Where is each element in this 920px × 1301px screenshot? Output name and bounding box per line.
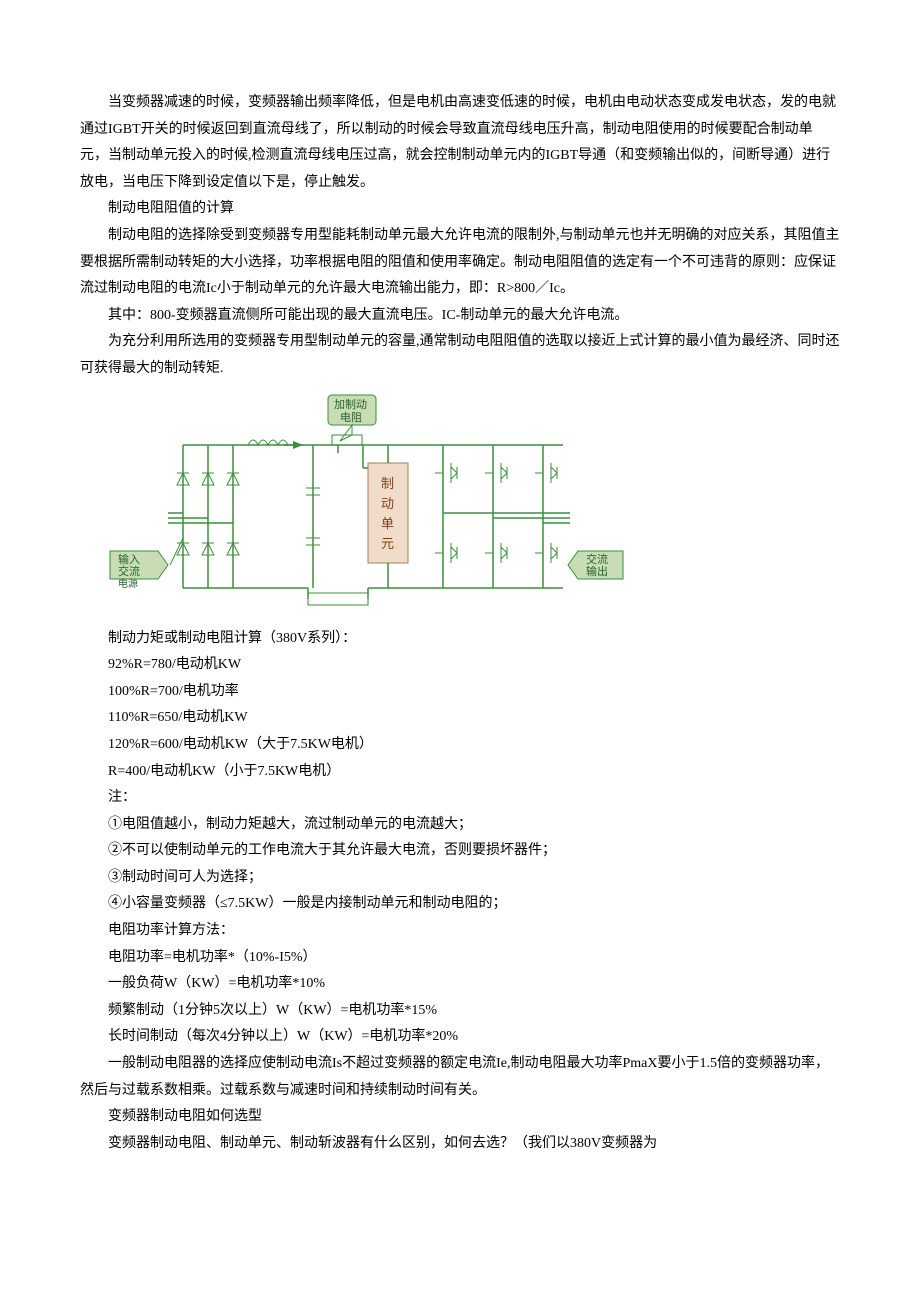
line-r400: R=400/电动机KW（小于7.5KW电机） <box>80 759 840 786</box>
dc-capacitors <box>306 445 320 588</box>
brake-unit-text-1: 制 <box>381 476 394 491</box>
paragraph-intro: 当变频器减速的时候，变频器输出频率降低，但是电机由高速变低速的时候，电机由电动状… <box>80 90 840 196</box>
line-120: 120%R=600/电动机KW（大于7.5KW电机） <box>80 732 840 759</box>
paragraph-general-select: 一般制动电阻器的选择应使制动电流Is不超过变频器的额定电流Ie,制动电阻最大功率… <box>80 1051 840 1104</box>
line-110: 110%R=650/电动机KW <box>80 705 840 732</box>
brake-unit-text-2: 动 <box>381 496 394 511</box>
line-note-2: ②不可以使制动单元的工作电流大于其允许最大电流，否则要损坏器件； <box>80 838 840 865</box>
callout-top-label-1: 加制动 <box>334 398 367 411</box>
line-note-4: ④小容量变频器（≤7.5KW）一般是内接制动单元和制动电阻的； <box>80 891 840 918</box>
line-note-1: ①电阻值越小，制动力矩越大，流过制动单元的电流越大； <box>80 812 840 839</box>
line-power-calc: 电阻功率计算方法： <box>80 918 840 945</box>
paragraph-full-use: 为充分利用所选用的变频器专用型制动单元的容量,通常制动电阻阻值的选取以接近上式计… <box>80 329 840 382</box>
line-note: 注： <box>80 785 840 812</box>
rectifier-bridge <box>168 445 239 588</box>
line-general-load: 一般负荷W（KW）=电机功率*10% <box>80 971 840 998</box>
line-92: 92%R=780/电动机KW <box>80 652 840 679</box>
line-calc-380v: 制动力矩或制动电阻计算（380V系列）： <box>80 626 840 653</box>
line-long-brake: 长时间制动（每次4分钟以上）W（KW）=电机功率*20% <box>80 1024 840 1051</box>
paragraph-diff: 变频器制动电阻、制动单元、制动斩波器有什么区别，如何去选？（我们以380V变频器… <box>80 1131 840 1158</box>
callout-right-2: 输出 <box>586 564 608 578</box>
callout-top-label-2: 电阻 <box>340 411 362 424</box>
callout-left-3: 电源 <box>118 577 138 590</box>
line-100: 100%R=700/电机功率 <box>80 679 840 706</box>
callout-right-1: 交流 <box>586 552 608 566</box>
line-power-formula: 电阻功率=电机功率*（10%-I5%） <box>80 945 840 972</box>
line-note-3: ③制动时间可人为选择； <box>80 865 840 892</box>
callout-left-2: 交流 <box>118 564 140 578</box>
paragraph-resistor-select: 制动电阻的选择除受到变频器专用型能耗制动单元最大允许电流的限制外,与制动单元也并… <box>80 223 840 303</box>
brake-unit-text-4: 元 <box>381 536 394 551</box>
circuit-diagram: 加制动 电阻 输入 交流 电源 交流 输出 <box>108 393 628 618</box>
callout-left-1: 输入 <box>118 552 140 566</box>
paragraph-where: 其中：800-变频器直流侧所可能出现的最大直流电压。IC-制动单元的最大允许电流… <box>80 303 840 330</box>
paragraph-how-select: 变频器制动电阻如何选型 <box>80 1104 840 1131</box>
inverter-bridge <box>435 445 570 588</box>
brake-unit-text-3: 单 <box>381 516 394 531</box>
paragraph-calc-heading: 制动电阻阻值的计算 <box>80 196 840 223</box>
line-frequent-brake: 频繁制动（1分钟5次以上）W（KW）=电机功率*15% <box>80 998 840 1025</box>
